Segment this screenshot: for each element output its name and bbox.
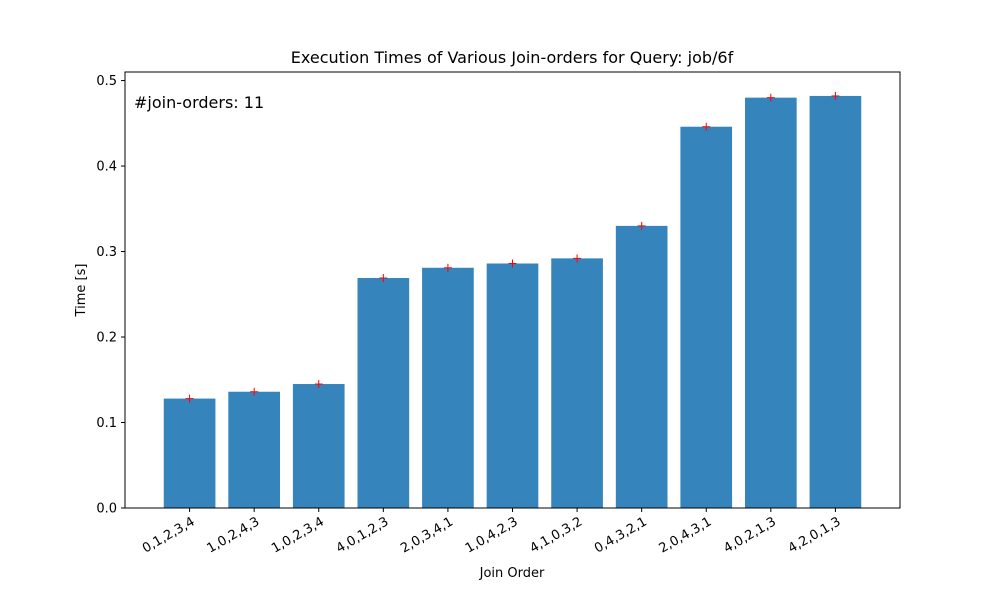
bar-9 — [680, 126, 733, 509]
bar-3 — [292, 384, 345, 508]
y-tick-label: 0.1 — [96, 416, 117, 431]
y-axis-label: Time [s] — [74, 264, 89, 318]
x-axis-label: Join Order — [479, 566, 545, 581]
x-tick-label: 4,2,0,1,3 — [786, 514, 844, 556]
bar-2 — [228, 391, 280, 508]
bar-8 — [615, 225, 668, 508]
marker-3 — [314, 380, 323, 389]
x-tick-label: 0,1,2,3,4 — [140, 514, 198, 556]
marker-7 — [573, 254, 582, 263]
marker-9 — [702, 122, 711, 131]
bar-5 — [422, 267, 474, 508]
marker-1 — [185, 394, 194, 403]
marker-11 — [831, 91, 840, 100]
bar-1 — [163, 398, 216, 508]
join-orders-annotation: #join-orders: 11 — [134, 93, 264, 112]
marker-4 — [379, 274, 388, 283]
plot-area — [163, 91, 862, 509]
x-tick-label: 0,4,3,2,1 — [592, 514, 650, 556]
marker-6 — [508, 259, 517, 268]
x-tick-label: 2,0,4,3,1 — [657, 514, 715, 556]
bar-4 — [357, 278, 410, 508]
x-axis: 0,1,2,3,4 1,0,2,4,3 1,0,2,3,4 4,0,1,2,3 2,0,… — [140, 508, 843, 556]
bar-6 — [486, 263, 539, 508]
y-axis: 0.0 0.1 0.2 0.3 0.4 0.5 — [96, 74, 125, 517]
chart-title: Execution Times of Various Join-orders f… — [291, 48, 734, 67]
x-tick-label: 1,0,2,3,4 — [269, 514, 327, 556]
x-tick-label: 4,0,2,1,3 — [721, 514, 779, 556]
marker-10 — [766, 93, 775, 102]
x-tick-label: 4,1,0,3,2 — [527, 514, 585, 556]
bar-10 — [745, 97, 797, 508]
marker-5 — [443, 263, 452, 272]
marker-2 — [250, 387, 259, 396]
bar-11 — [809, 95, 862, 508]
marker-8 — [637, 221, 646, 230]
bar-7 — [551, 258, 603, 508]
x-tick-label: 1,0,2,4,3 — [205, 514, 263, 556]
y-tick-label: 0.0 — [96, 502, 117, 517]
y-tick-label: 0.3 — [96, 245, 117, 260]
y-tick-label: 0.5 — [96, 74, 117, 89]
y-tick-label: 0.4 — [96, 160, 117, 175]
y-tick-label: 0.2 — [96, 331, 117, 346]
x-tick-label: 4,0,1,2,3 — [334, 514, 392, 556]
x-tick-label: 1,0,4,2,3 — [463, 514, 521, 556]
x-tick-label: 2,0,3,4,1 — [398, 514, 456, 556]
